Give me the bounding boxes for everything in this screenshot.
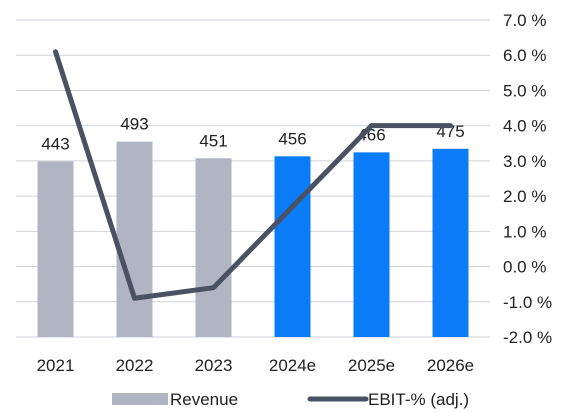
- legend: Revenue EBIT-% (adj.): [112, 390, 469, 409]
- ebit-line: [53, 49, 453, 301]
- y-tick-label: 5.0 %: [503, 81, 546, 100]
- bar-data-label: 493: [120, 115, 148, 134]
- revenue-bar: [353, 152, 390, 337]
- legend-label-ebit: EBIT-% (adj.): [368, 390, 469, 409]
- revenue-bar: [432, 148, 469, 337]
- x-tick-label: 2022: [116, 356, 154, 375]
- x-axis-ticks: 2021 2022 2023 2024e 2025e 2026e: [37, 356, 475, 375]
- x-tick-label: 2023: [195, 356, 233, 375]
- revenue-bars: [37, 141, 469, 337]
- y-tick-label: 0.0 %: [503, 258, 546, 277]
- revenue-bar: [37, 161, 74, 337]
- x-tick-label: 2021: [37, 356, 75, 375]
- revenue-bar: [274, 156, 311, 337]
- gridlines: [16, 19, 490, 338]
- x-tick-label: 2025e: [348, 356, 395, 375]
- ebit-series-line: [53, 49, 453, 301]
- right-axis-ticks: 7.0 % 6.0 % 5.0 % 4.0 % 3.0 % 2.0 % 1.0 % 0.0 %…: [503, 11, 552, 347]
- legend-swatch-revenue: [112, 393, 168, 405]
- y-tick-label: 2.0 %: [503, 187, 546, 206]
- bar-data-label: 456: [278, 129, 306, 148]
- bar-data-label: 451: [199, 131, 227, 150]
- y-tick-label: 4.0 %: [503, 117, 546, 136]
- y-tick-label: 3.0 %: [503, 152, 546, 171]
- y-tick-label: -2.0 %: [503, 328, 552, 347]
- x-tick-label: 2026e: [427, 356, 474, 375]
- revenue-bar: [116, 141, 153, 337]
- y-tick-label: 7.0 %: [503, 11, 546, 30]
- y-tick-label: 6.0 %: [503, 46, 546, 65]
- x-tick-label: 2024e: [269, 356, 316, 375]
- y-tick-label: 1.0 %: [503, 222, 546, 241]
- bar-data-label: 443: [41, 134, 69, 153]
- legend-label-revenue: Revenue: [170, 390, 238, 409]
- y-tick-label: -1.0 %: [503, 293, 552, 312]
- revenue-bar: [195, 158, 232, 337]
